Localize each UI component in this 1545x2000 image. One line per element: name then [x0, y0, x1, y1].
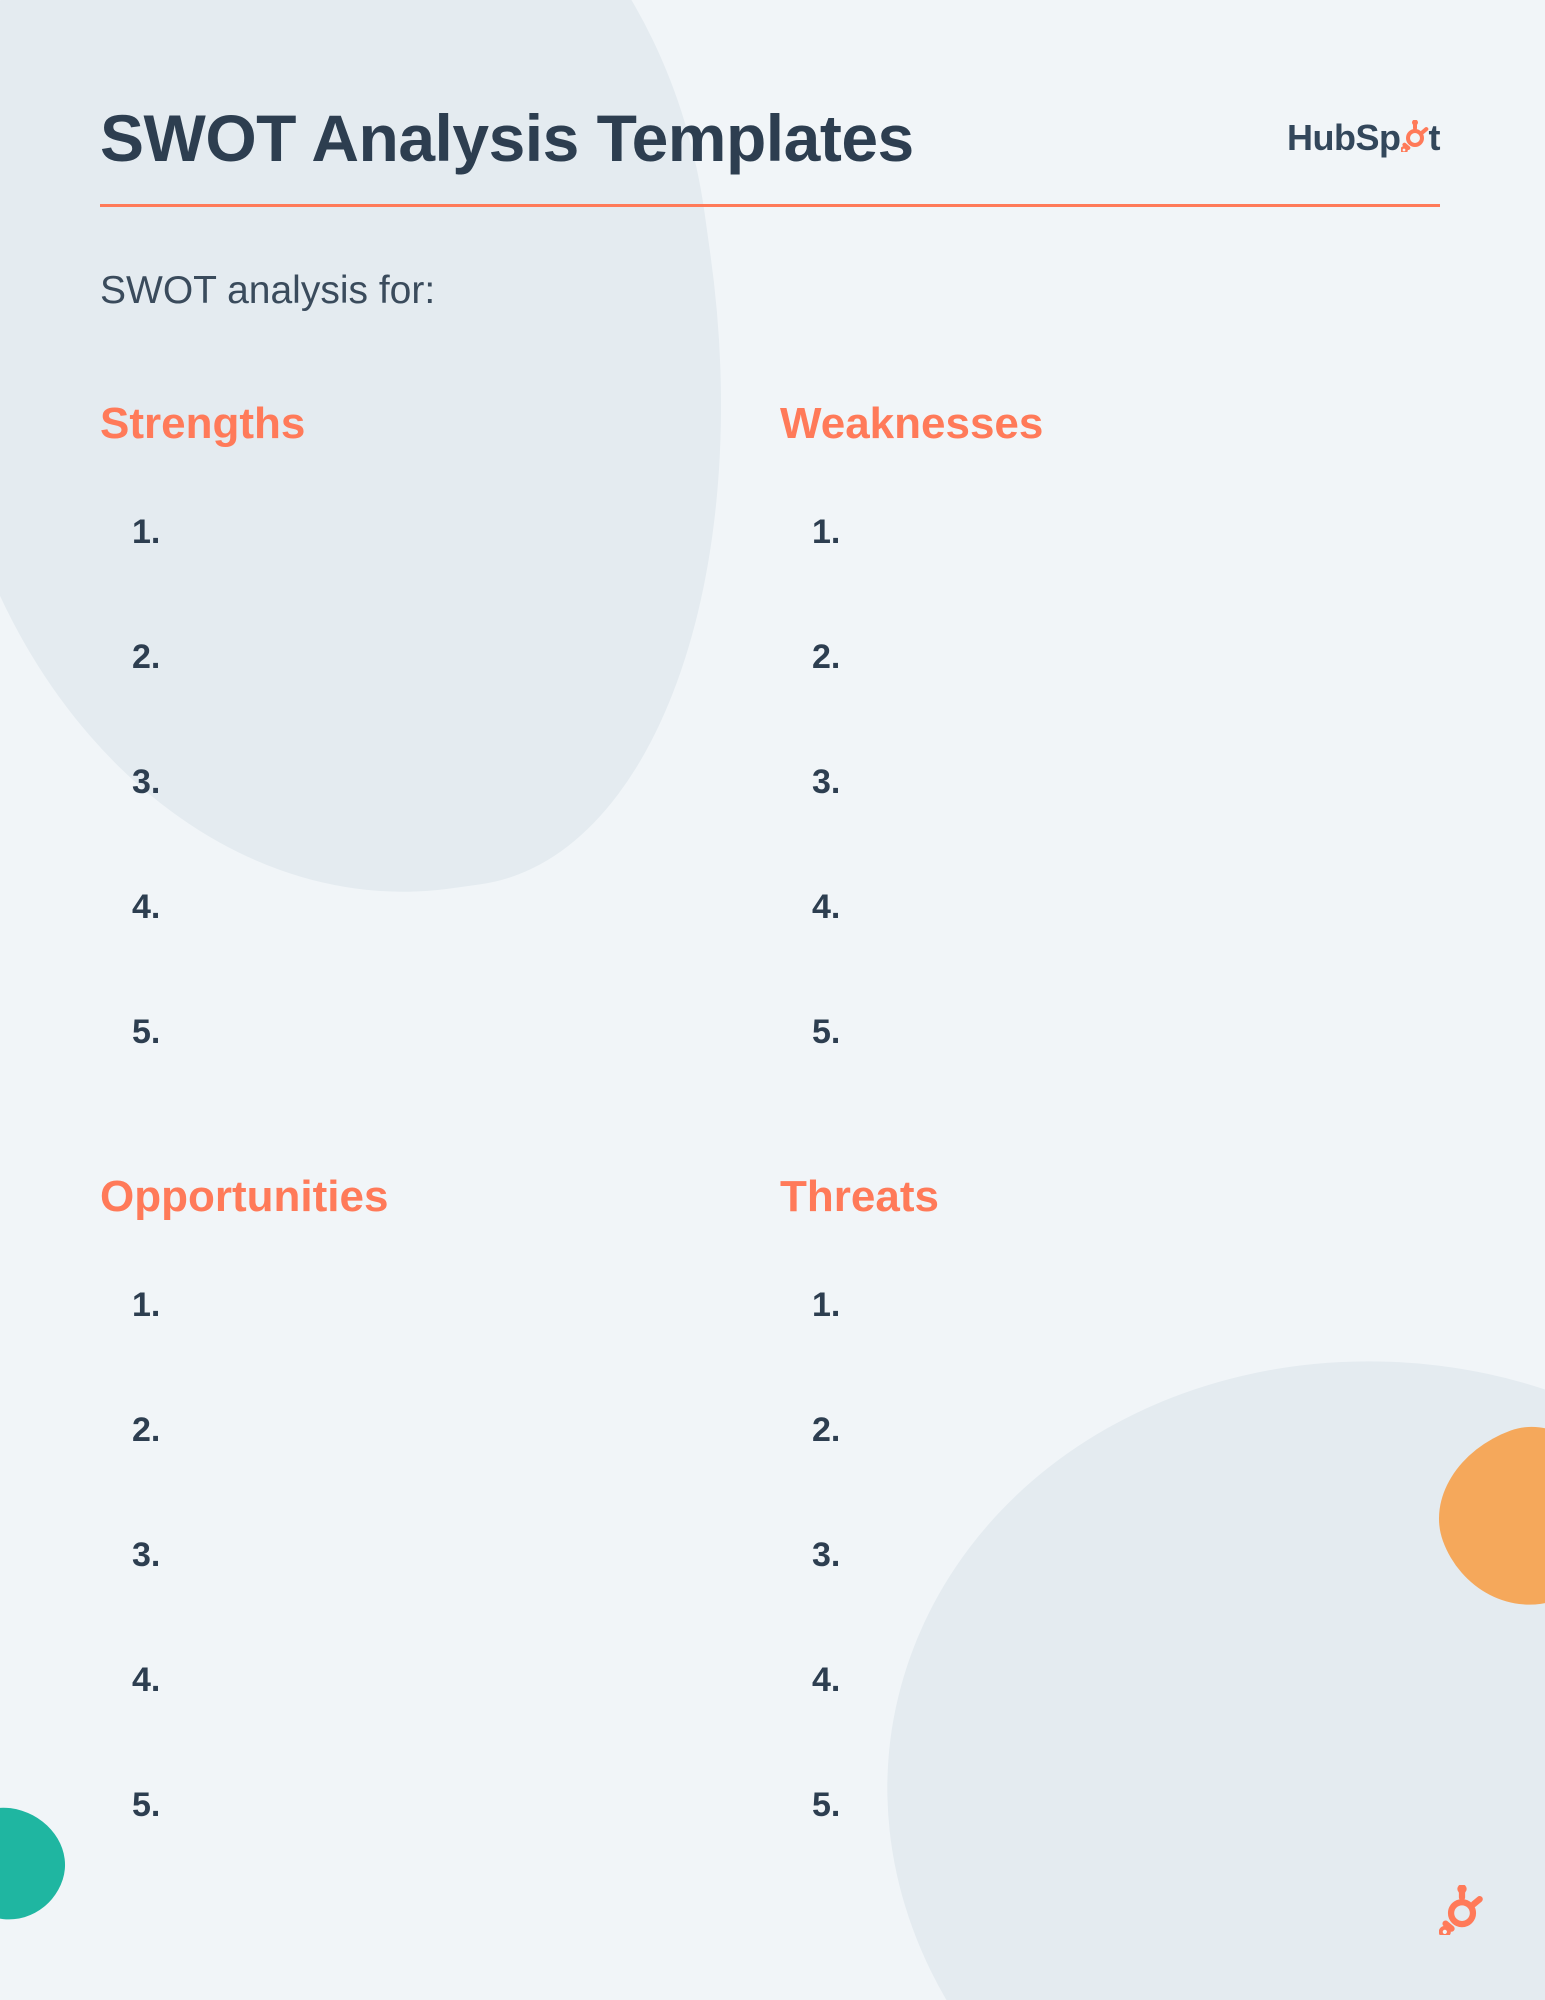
section-weaknesses: Weaknesses 1. 2. 3. 4. 5.: [780, 399, 1440, 1052]
footer-sprocket-icon: [1439, 1885, 1485, 1940]
list-item: 4.: [132, 888, 760, 927]
list-item: 2.: [132, 1411, 760, 1450]
list-item: 1.: [812, 1286, 1440, 1325]
list-item: 1.: [132, 1286, 760, 1325]
list-item: 2.: [132, 638, 760, 677]
list-item: 4.: [812, 888, 1440, 927]
header-divider: [100, 204, 1440, 207]
list-item: 3.: [132, 1536, 760, 1575]
list-item: 5.: [812, 1013, 1440, 1052]
list-item: 5.: [132, 1013, 760, 1052]
list-item: 4.: [812, 1661, 1440, 1700]
list-item: 3.: [812, 1536, 1440, 1575]
sprocket-icon: [1401, 120, 1429, 157]
list-item: 3.: [132, 763, 760, 802]
section-title-opportunities: Opportunities: [100, 1172, 760, 1222]
header-row: SWOT Analysis Templates HubSpt: [100, 100, 1440, 176]
brand-name-after: t: [1429, 117, 1441, 159]
opportunities-list: 1. 2. 3. 4. 5.: [100, 1286, 760, 1825]
strengths-list: 1. 2. 3. 4. 5.: [100, 513, 760, 1052]
list-item: 2.: [812, 1411, 1440, 1450]
section-title-weaknesses: Weaknesses: [780, 399, 1440, 449]
section-strengths: Strengths 1. 2. 3. 4. 5.: [100, 399, 760, 1052]
list-item: 5.: [812, 1786, 1440, 1825]
section-title-threats: Threats: [780, 1172, 1440, 1222]
list-item: 1.: [132, 513, 760, 552]
page-container: SWOT Analysis Templates HubSpt SWOT anal…: [0, 0, 1545, 2000]
section-title-strengths: Strengths: [100, 399, 760, 449]
weaknesses-list: 1. 2. 3. 4. 5.: [780, 513, 1440, 1052]
subtitle: SWOT analysis for:: [100, 269, 1440, 313]
section-opportunities: Opportunities 1. 2. 3. 4. 5.: [100, 1172, 760, 1825]
list-item: 5.: [132, 1786, 760, 1825]
brand-name-before: HubSp: [1287, 117, 1400, 159]
list-item: 1.: [812, 513, 1440, 552]
brand-logo: HubSpt: [1287, 117, 1440, 159]
section-threats: Threats 1. 2. 3. 4. 5.: [780, 1172, 1440, 1825]
page-title: SWOT Analysis Templates: [100, 100, 914, 176]
swot-grid: Strengths 1. 2. 3. 4. 5. Weaknesses 1. 2…: [100, 399, 1440, 1825]
list-item: 3.: [812, 763, 1440, 802]
list-item: 2.: [812, 638, 1440, 677]
content-area: SWOT Analysis Templates HubSpt SWOT anal…: [0, 0, 1545, 1825]
list-item: 4.: [132, 1661, 760, 1700]
threats-list: 1. 2. 3. 4. 5.: [780, 1286, 1440, 1825]
